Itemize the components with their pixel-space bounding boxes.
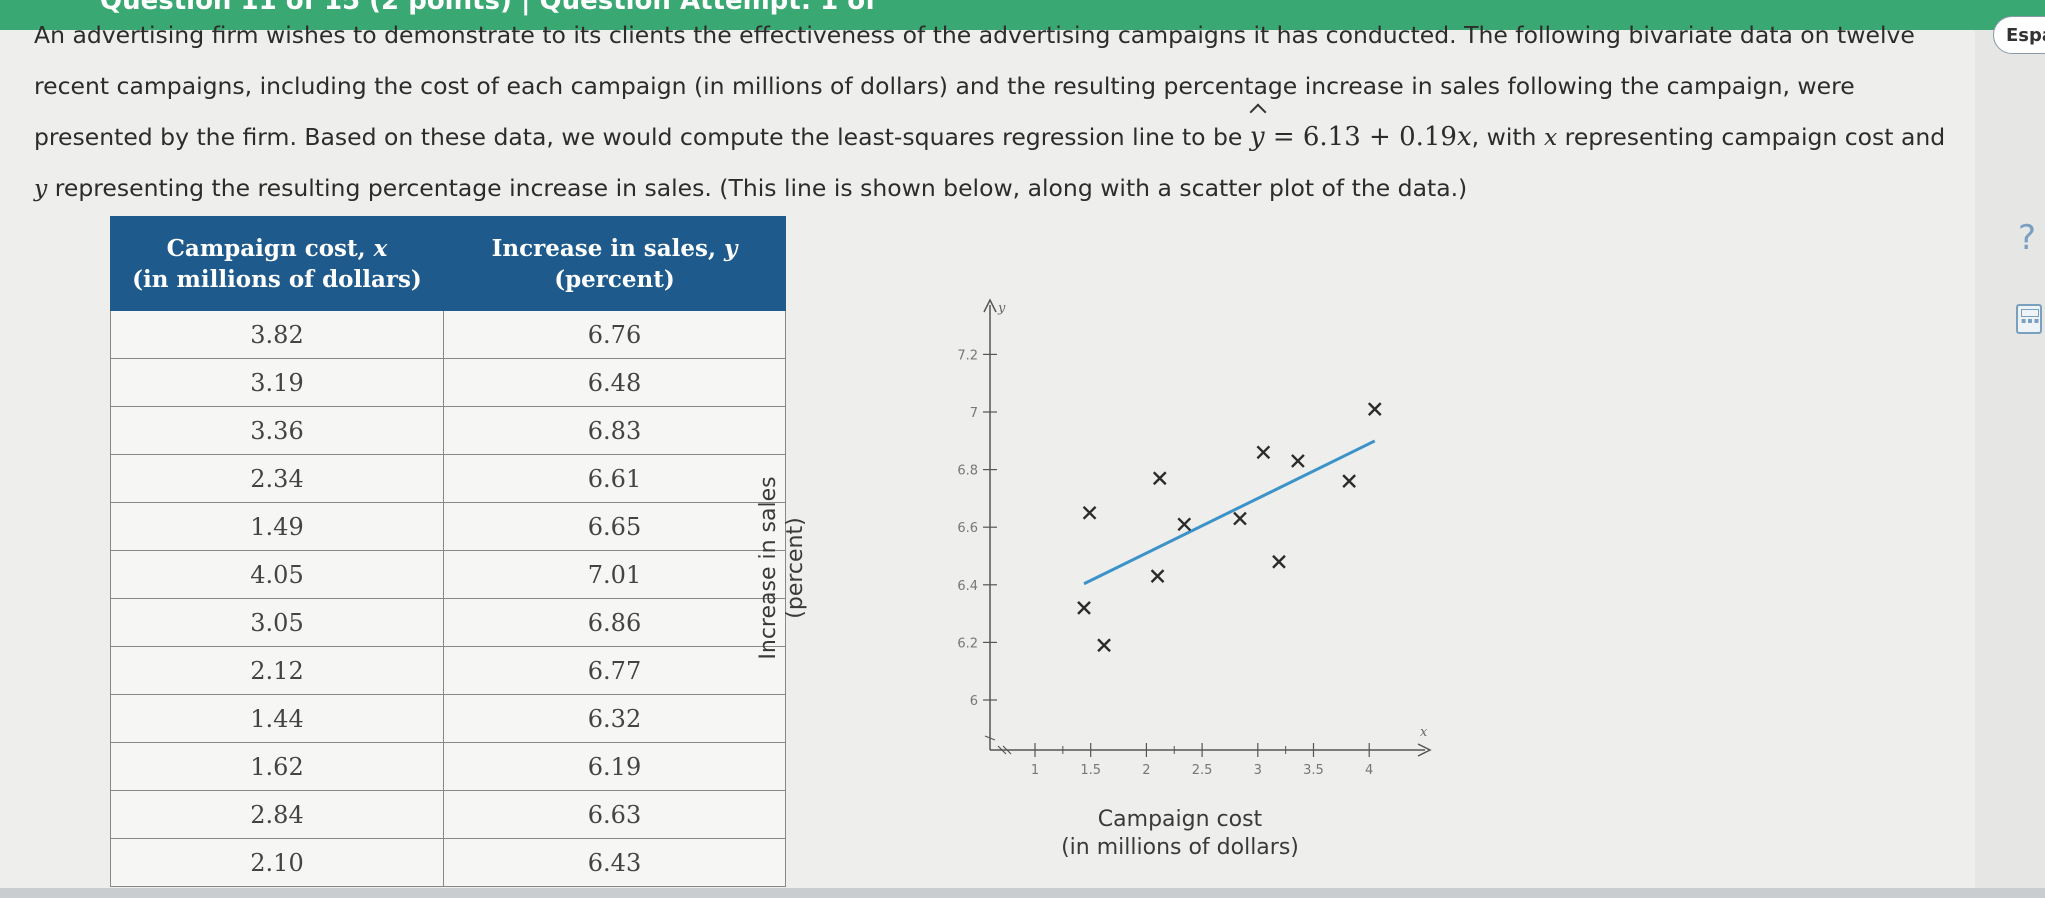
header-campaign-cost: Campaign cost, x (in millions of dollars… (110, 216, 444, 311)
cell-increase-in-sales: 6.65 (443, 502, 786, 551)
x-tick-label: 3 (1254, 763, 1262, 778)
x-axis-break (997, 745, 1012, 755)
x-tick-label: 1.5 (1080, 763, 1101, 778)
cell-increase-in-sales: 7.01 (443, 550, 786, 599)
data-point (1272, 554, 1286, 569)
y-tick-label: 6.4 (957, 579, 978, 594)
table-row: 2.34 6.61 (110, 454, 786, 503)
table-row: 2.12 6.77 (110, 646, 786, 695)
x-variable: x (1543, 123, 1558, 151)
cell-increase-in-sales: 6.43 (443, 838, 786, 887)
table-row: 1.44 6.32 (110, 694, 786, 743)
cell-increase-in-sales: 6.77 (443, 646, 786, 695)
y-tick-label: 6.6 (957, 521, 978, 536)
cell-campaign-cost: 3.82 (110, 310, 444, 359)
cell-campaign-cost: 2.84 (110, 790, 444, 839)
language-toggle-button[interactable]: Espa (1993, 16, 2045, 54)
x-tick-label: 2.5 (1192, 763, 1213, 778)
y-axis-label: Increase in sales (percent) (756, 476, 808, 660)
data-point (1150, 569, 1165, 584)
table-header-row: Campaign cost, x (in millions of dollars… (110, 216, 786, 311)
regression-line (1083, 439, 1376, 586)
cell-increase-in-sales: 6.19 (443, 742, 786, 791)
calculator-icon[interactable] (2016, 304, 2042, 334)
x-axis-label: Campaign cost (in millions of dollars) (1061, 807, 1299, 860)
y-tick-label: 6.8 (957, 464, 978, 479)
cell-campaign-cost: 1.44 (110, 694, 444, 743)
data-point (1233, 511, 1247, 526)
cell-campaign-cost: 1.62 (110, 742, 444, 791)
data-point (1152, 471, 1167, 486)
cell-campaign-cost: 2.34 (110, 454, 444, 503)
y-axis-arrow (983, 298, 997, 313)
problem-text-2: , with (1471, 123, 1544, 151)
cell-campaign-cost: 4.05 (110, 550, 444, 599)
y-tick-label: 6 (970, 694, 978, 709)
regression-equation: y = 6.13 + 0.19x (1250, 122, 1472, 152)
table-row: 2.84 6.63 (110, 790, 786, 839)
table-body: 3.82 6.76 3.19 6.48 3.36 6.83 2.34 6.61 1.49 6.65… (110, 310, 786, 887)
x-axis-arrow (1417, 743, 1432, 757)
table-row: 3.05 6.86 (110, 598, 786, 647)
question-header-label: Question 11 of 15 (2 points) | Question … (100, 0, 877, 16)
data-point (1097, 638, 1111, 653)
data-table: Campaign cost, x (in millions of dollars… (110, 216, 786, 887)
problem-statement: An advertising firm wishes to demonstrat… (34, 10, 1954, 214)
problem-text-1: An advertising firm wishes to demonstrat… (34, 21, 1915, 151)
data-point (1256, 445, 1271, 460)
bottom-divider (0, 888, 2045, 898)
question-header-bar: Question 11 of 15 (2 points) | Question … (0, 0, 2045, 30)
data-point (1077, 600, 1091, 615)
y-tick-label: 7.2 (957, 348, 978, 363)
cell-increase-in-sales: 6.63 (443, 790, 786, 839)
cell-increase-in-sales: 6.86 (443, 598, 786, 647)
problem-text-3: representing campaign cost and (1557, 123, 1946, 151)
question-content: Question 11 of 15 (2 points) | Question … (0, 0, 1975, 898)
header-increase-in-sales: Increase in sales, y (percent) (443, 216, 786, 311)
table-row: 3.19 6.48 (110, 358, 786, 407)
table-row: 2.10 6.43 (110, 838, 786, 887)
cell-increase-in-sales: 6.48 (443, 358, 786, 407)
cell-campaign-cost: 2.10 (110, 838, 444, 887)
cell-increase-in-sales: 6.61 (443, 454, 786, 503)
cell-increase-in-sales: 6.83 (443, 406, 786, 455)
x-axis-variable: x (1420, 725, 1428, 740)
table-row: 3.36 6.83 (110, 406, 786, 455)
x-tick-label: 2 (1142, 763, 1150, 778)
y-axis-variable: y (997, 301, 1006, 316)
cell-campaign-cost: 3.36 (110, 406, 444, 455)
cell-increase-in-sales: 6.76 (443, 310, 786, 359)
y-tick-label: 6.2 (957, 636, 978, 651)
data-point (1082, 505, 1097, 520)
y-tick-label: 7 (970, 406, 978, 421)
x-tick-label: 3.5 (1303, 763, 1324, 778)
table-row: 4.05 7.01 (110, 550, 786, 599)
cell-increase-in-sales: 6.32 (443, 694, 786, 743)
x-tick-label: 1 (1031, 763, 1039, 778)
data-point (1291, 454, 1305, 468)
table-row: 1.62 6.19 (110, 742, 786, 791)
cell-campaign-cost: 2.12 (110, 646, 444, 695)
data-point (1367, 402, 1382, 416)
question-mark-icon[interactable]: ? (2018, 218, 2037, 258)
cell-campaign-cost: 1.49 (110, 502, 444, 551)
equation-rhs: = 6.13 + 0.19 (1264, 122, 1457, 152)
table-row: 3.82 6.76 (110, 310, 786, 359)
data-point (1177, 517, 1192, 532)
y-axis-break (984, 735, 996, 741)
scatter-plot: x y 1 1.5 2 2.5 3 3.5 4 6 6.2 6.4 6.6 6.8 7 7.2 (957, 298, 1432, 778)
y-hat-symbol: y (1250, 112, 1265, 163)
cell-campaign-cost: 3.05 (110, 598, 444, 647)
cell-campaign-cost: 3.19 (110, 358, 444, 407)
problem-text-4: representing the resulting percentage in… (47, 174, 1468, 202)
x-tick-label: 4 (1365, 763, 1373, 778)
table-row: 1.49 6.65 (110, 502, 786, 551)
y-variable: y (34, 174, 48, 202)
equation-x: x (1456, 122, 1472, 152)
data-point (1342, 474, 1356, 488)
